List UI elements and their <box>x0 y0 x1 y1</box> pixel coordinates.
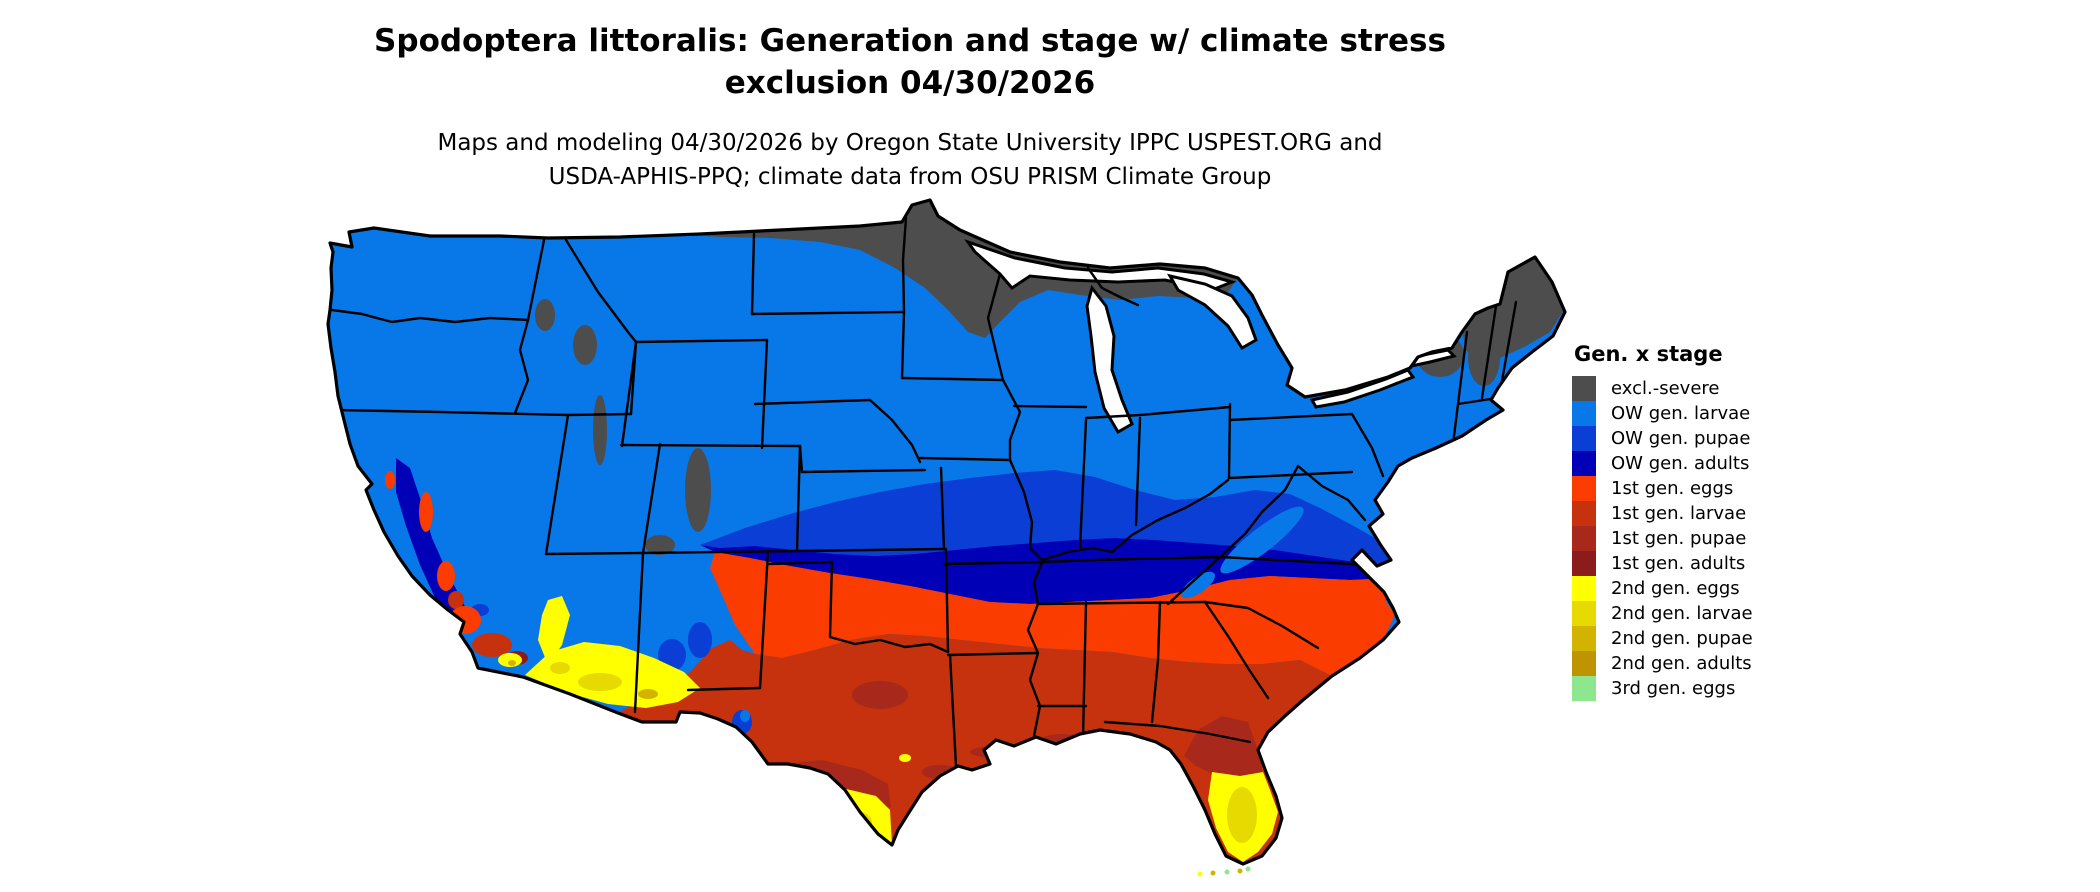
legend-swatch <box>1572 476 1596 501</box>
legend-item-5: 1st gen. larvae <box>1572 501 1902 526</box>
florida-keys-dots <box>1197 866 1251 877</box>
legend-swatch <box>1572 576 1596 601</box>
legend-item-4: 1st gen. eggs <box>1572 476 1902 501</box>
legend-swatch <box>1572 426 1596 451</box>
subtitle-line-2: USDA-APHIS-PPQ; climate data from OSU PR… <box>548 164 1272 190</box>
legend-item-12: 3rd gen. eggs <box>1572 676 1902 701</box>
legend-label: OW gen. pupae <box>1611 428 1751 449</box>
legend-label: 2nd gen. adults <box>1611 653 1752 674</box>
legend-swatch <box>1572 451 1596 476</box>
legend-swatch <box>1572 526 1596 551</box>
legend-swatch <box>1572 651 1596 676</box>
legend-label: 1st gen. eggs <box>1611 478 1734 499</box>
legend-label: OW gen. adults <box>1611 453 1750 474</box>
legend-swatch <box>1572 676 1596 701</box>
page-title: Spodoptera littoralis: Generation and st… <box>0 20 1820 104</box>
us-outline <box>326 198 1567 866</box>
legend-label: 2nd gen. pupae <box>1611 628 1753 649</box>
legend-item-7: 1st gen. adults <box>1572 551 1902 576</box>
legend-label: 3rd gen. eggs <box>1611 678 1736 699</box>
legend-item-8: 2nd gen. eggs <box>1572 576 1902 601</box>
legend-item-6: 1st gen. pupae <box>1572 526 1902 551</box>
legend-rows: excl.-severe OW gen. larvae OW gen. pupae O… <box>1572 376 1902 701</box>
legend-swatch <box>1572 376 1596 401</box>
page-subtitle: Maps and modeling 04/30/2026 by Oregon S… <box>0 126 1820 194</box>
legend-label: 2nd gen. eggs <box>1611 578 1740 599</box>
legend-swatch <box>1572 626 1596 651</box>
legend-item-2: OW gen. pupae <box>1572 426 1902 451</box>
legend: Gen. x stage excl.-severe OW gen. larvae O… <box>1572 342 1902 701</box>
legend-item-1: OW gen. larvae <box>1572 401 1902 426</box>
legend-swatch <box>1572 601 1596 626</box>
legend-item-9: 2nd gen. larvae <box>1572 601 1902 626</box>
map-color-layers <box>328 200 1565 864</box>
legend-swatch <box>1572 401 1596 426</box>
legend-title: Gen. x stage <box>1574 342 1723 366</box>
legend-label: OW gen. larvae <box>1611 403 1751 424</box>
title-line-2: exclusion 04/30/2026 <box>724 65 1096 101</box>
legend-label: 2nd gen. larvae <box>1611 603 1753 624</box>
legend-item-0: excl.-severe <box>1572 376 1902 401</box>
legend-swatch <box>1572 501 1596 526</box>
subtitle-line-1: Maps and modeling 04/30/2026 by Oregon S… <box>437 130 1383 156</box>
legend-label: 1st gen. larvae <box>1611 503 1747 524</box>
legend-item-10: 2nd gen. pupae <box>1572 626 1902 651</box>
legend-swatch <box>1572 551 1596 576</box>
legend-label: 1st gen. pupae <box>1611 528 1747 549</box>
state-borders <box>330 216 1518 768</box>
title-line-1: Spodoptera littoralis: Generation and st… <box>374 23 1446 59</box>
legend-label: excl.-severe <box>1611 378 1720 399</box>
legend-item-11: 2nd gen. adults <box>1572 651 1902 676</box>
legend-item-3: OW gen. adults <box>1572 451 1902 476</box>
legend-label: 1st gen. adults <box>1611 553 1746 574</box>
